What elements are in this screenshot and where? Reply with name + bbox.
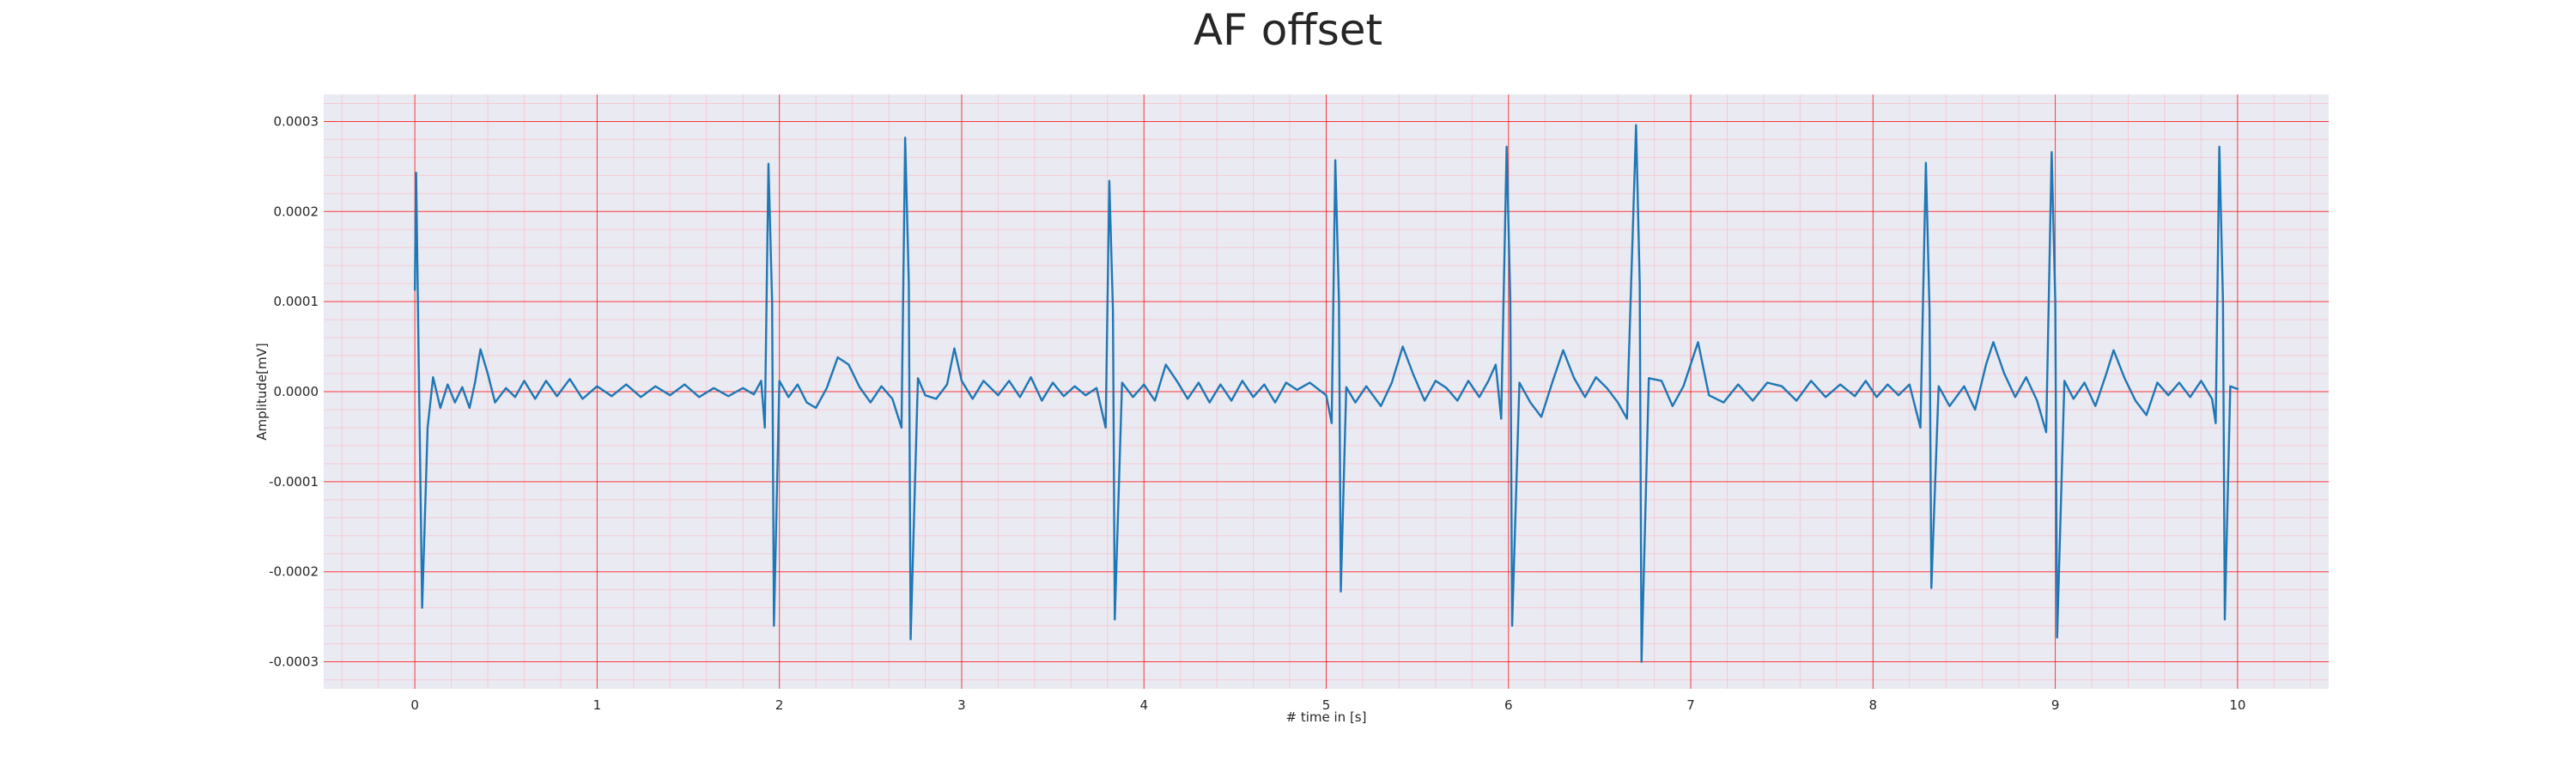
chart-title: AF offset <box>1194 5 1382 55</box>
series-layer <box>413 124 2239 663</box>
x-axis-label: # time in [s] <box>1286 709 1367 725</box>
x-tick-label: 3 <box>957 697 966 713</box>
y-tick-label: -0.0003 <box>269 654 319 670</box>
y-axis-ticks: 0.0003 0.0002 0.0001 0.0000 -0.0001 -0.0002 -0… <box>269 113 319 669</box>
y-tick-label: 0.0000 <box>274 384 319 399</box>
x-tick-label: 7 <box>1686 697 1695 713</box>
y-tick-label: -0.0002 <box>269 564 319 580</box>
y-tick-label: 0.0001 <box>274 294 319 309</box>
major-grid <box>324 94 2329 689</box>
x-tick-label: 4 <box>1139 697 1148 713</box>
x-tick-label: 0 <box>410 697 419 713</box>
x-tick-label: 9 <box>2051 697 2060 713</box>
ecg-series-line <box>413 124 2239 663</box>
x-tick-label: 1 <box>593 697 602 713</box>
y-axis-label: Amplitude[mV] <box>254 343 270 440</box>
x-tick-label: 5 <box>1322 697 1331 713</box>
x-tick-label: 6 <box>1504 697 1513 713</box>
y-tick-label: 0.0003 <box>274 113 319 129</box>
y-tick-label: 0.0002 <box>274 204 319 219</box>
x-tick-label: 8 <box>1869 697 1878 713</box>
x-tick-label: 2 <box>775 697 784 713</box>
x-tick-label: 10 <box>2229 697 2245 713</box>
x-axis-ticks: 0 1 2 3 4 5 6 7 8 9 10 <box>410 697 2245 713</box>
y-tick-label: -0.0001 <box>269 474 319 490</box>
